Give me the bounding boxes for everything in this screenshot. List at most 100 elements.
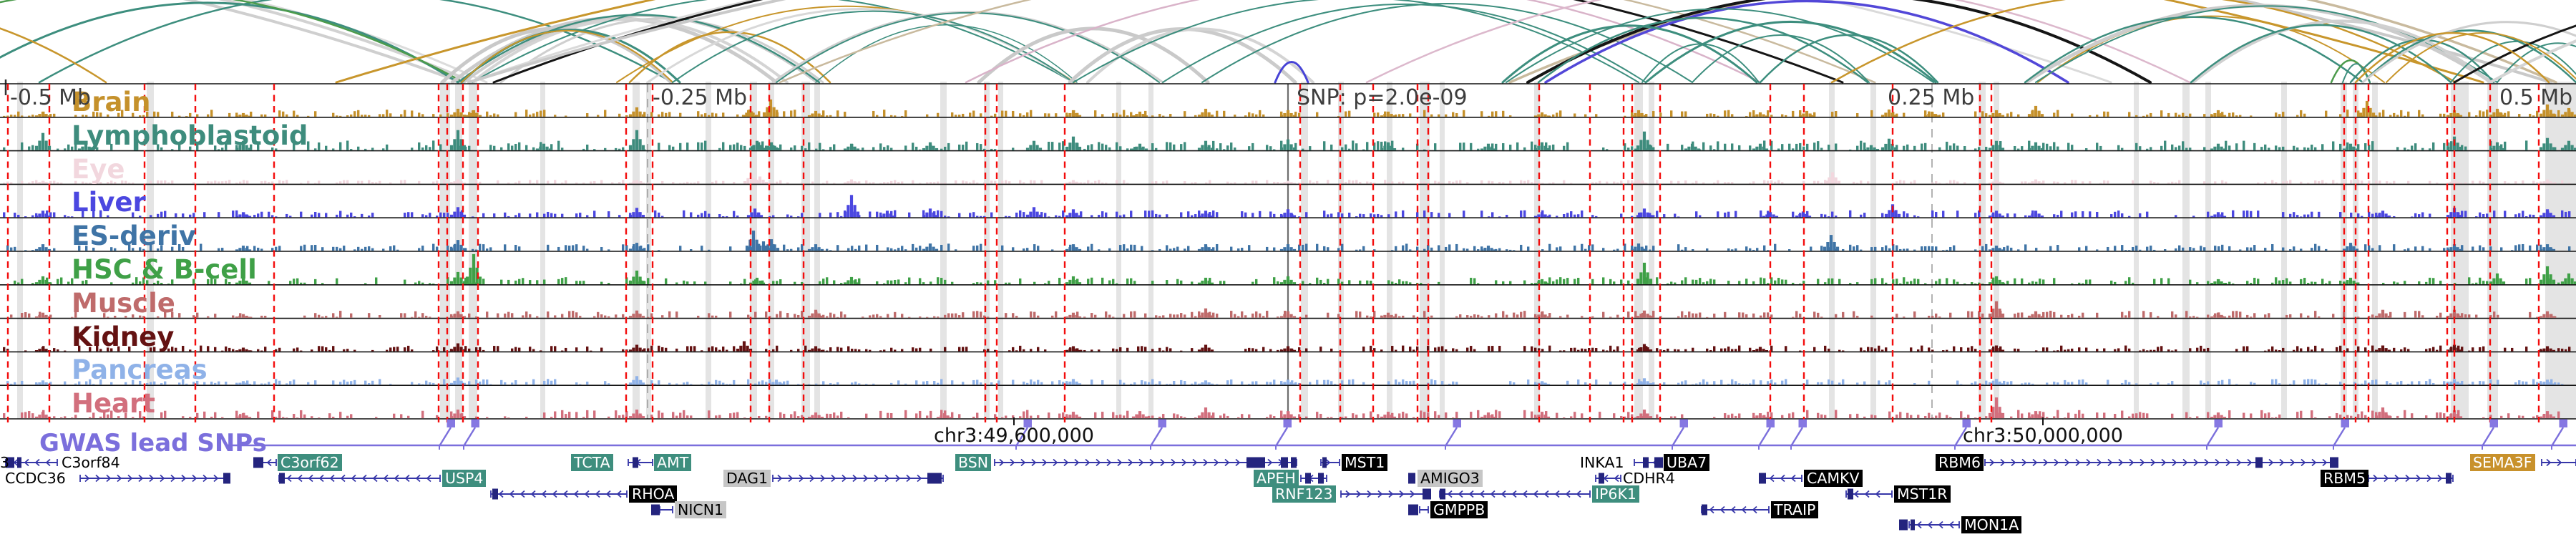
strand-arrow-icon bbox=[1614, 474, 1619, 483]
strand-arrow-icon bbox=[2107, 458, 2113, 467]
gene-exon bbox=[1848, 488, 1853, 500]
strand-arrow-icon bbox=[2086, 458, 2092, 467]
gwas-snp-marker[interactable] bbox=[1453, 419, 1462, 428]
strand-arrow-icon bbox=[1074, 458, 1080, 467]
strand-arrow-icon bbox=[308, 474, 313, 483]
signal-track-kidney[interactable] bbox=[3, 341, 2571, 352]
strand-arrow-icon bbox=[1192, 458, 1198, 467]
signal-track-pancreas[interactable] bbox=[6, 376, 2564, 385]
gwas-snp-stem bbox=[438, 427, 452, 447]
strand-arrow-icon bbox=[1053, 458, 1058, 467]
strand-arrow-icon bbox=[498, 490, 504, 498]
strand-arrow-icon bbox=[2097, 458, 2102, 467]
signal-track-eye[interactable] bbox=[3, 172, 2571, 184]
gene-exon bbox=[1322, 457, 1327, 468]
strand-arrow-icon bbox=[1096, 458, 1101, 467]
gwas-snp-marker[interactable] bbox=[1798, 419, 1807, 428]
strand-arrow-icon bbox=[2384, 474, 2389, 483]
strand-arrow-icon bbox=[2373, 474, 2379, 483]
strand-arrow-icon bbox=[820, 474, 826, 483]
strand-arrow-icon bbox=[1117, 458, 1123, 467]
strand-arrow-icon bbox=[329, 474, 335, 483]
highlight-band bbox=[984, 82, 990, 419]
gwas-snp-marker[interactable] bbox=[1962, 419, 1971, 428]
interaction-arc bbox=[2035, 5, 2498, 83]
gwas-snp-stem bbox=[1757, 427, 1772, 447]
interaction-arc bbox=[1537, 16, 1869, 84]
gwas-snp-marker[interactable] bbox=[1679, 419, 1689, 428]
strand-arrow-icon bbox=[530, 490, 536, 498]
interaction-arc bbox=[1365, 0, 2191, 84]
gene-exon bbox=[1281, 457, 1288, 468]
strand-arrow-icon bbox=[562, 490, 568, 498]
strand-arrow-icon bbox=[1235, 458, 1241, 467]
highlight-band bbox=[1440, 82, 1445, 419]
strand-arrow-icon bbox=[1171, 458, 1176, 467]
strand-arrow-icon bbox=[84, 474, 90, 483]
interaction-arc bbox=[815, 24, 1078, 83]
strand-arrow-icon bbox=[2290, 458, 2296, 467]
interaction-arc bbox=[2037, 15, 2385, 83]
strand-arrow-icon bbox=[2064, 458, 2070, 467]
gwas-snp-stem bbox=[2332, 427, 2346, 447]
interaction-arc bbox=[218, 0, 475, 84]
signal-track-brain[interactable] bbox=[3, 99, 2576, 117]
strand-arrow-icon bbox=[297, 474, 303, 483]
interaction-arc bbox=[471, 18, 789, 84]
strand-arrow-icon bbox=[616, 490, 622, 498]
interaction-arc bbox=[977, 26, 1210, 84]
gwas-snp-marker[interactable] bbox=[471, 419, 480, 428]
gene-exon bbox=[492, 488, 498, 500]
strand-arrow-icon bbox=[1479, 490, 1485, 498]
strand-arrow-icon bbox=[1138, 458, 1144, 467]
strand-arrow-icon bbox=[394, 474, 399, 483]
gwas-snp-marker[interactable] bbox=[2341, 419, 2350, 428]
gwas-snp-marker[interactable] bbox=[2489, 419, 2499, 428]
interaction-arc bbox=[467, 0, 2112, 84]
signal-track-lymphoblastoid[interactable] bbox=[3, 130, 2576, 150]
strand-arrow-icon bbox=[106, 474, 112, 483]
interaction-arc bbox=[0, 0, 465, 84]
strand-arrow-icon bbox=[2182, 458, 2188, 467]
gwas-snp-marker[interactable] bbox=[2214, 419, 2223, 428]
strand-arrow-icon bbox=[552, 490, 557, 498]
gene-exon bbox=[1599, 473, 1604, 484]
interaction-arc bbox=[1644, 21, 1937, 84]
strand-arrow-icon bbox=[1719, 505, 1725, 514]
strand-arrow-icon bbox=[1511, 490, 1517, 498]
highlight-band bbox=[540, 82, 545, 419]
strand-arrow-icon bbox=[170, 474, 176, 483]
gwas-snp-marker[interactable] bbox=[1283, 419, 1292, 428]
strand-arrow-icon bbox=[2426, 474, 2432, 483]
strand-arrow-icon bbox=[213, 474, 219, 483]
gwas-snp-marker[interactable] bbox=[1023, 419, 1033, 428]
gwas-snp-stem bbox=[2205, 427, 2220, 447]
signal-track-muscle[interactable] bbox=[10, 301, 2557, 318]
signal-track-hsc-b-cell[interactable] bbox=[14, 253, 2576, 284]
strand-arrow-icon bbox=[2150, 458, 2156, 467]
signal-track-es-deriv[interactable] bbox=[6, 231, 2571, 251]
gwas-snp-marker[interactable] bbox=[2559, 419, 2568, 428]
gene-exon bbox=[1911, 519, 1915, 531]
highlight-band bbox=[998, 82, 1003, 419]
strand-arrow-icon bbox=[1128, 458, 1133, 467]
gwas-snp-marker[interactable] bbox=[1158, 419, 1167, 428]
gwas-snp-marker[interactable] bbox=[1766, 419, 1775, 428]
interaction-arc bbox=[1506, 8, 1934, 83]
strand-arrow-icon bbox=[2193, 458, 2199, 467]
gene-exon bbox=[2255, 457, 2263, 468]
gwas-snp-stem bbox=[1015, 427, 1029, 447]
gwas-snp-marker[interactable] bbox=[447, 419, 456, 428]
strand-arrow-icon bbox=[1565, 490, 1571, 498]
strand-arrow-icon bbox=[2215, 458, 2220, 467]
strand-arrow-icon bbox=[1181, 458, 1187, 467]
strand-arrow-icon bbox=[584, 490, 590, 498]
signal-track-heart[interactable] bbox=[3, 397, 2560, 419]
interaction-arc bbox=[0, 27, 107, 84]
signal-track-liver[interactable] bbox=[3, 195, 2571, 218]
strand-arrow-icon bbox=[1377, 490, 1383, 498]
highlight-band bbox=[1534, 82, 1540, 419]
strand-arrow-icon bbox=[1576, 490, 1581, 498]
gene-exon bbox=[927, 473, 942, 484]
strand-arrow-icon bbox=[351, 474, 356, 483]
